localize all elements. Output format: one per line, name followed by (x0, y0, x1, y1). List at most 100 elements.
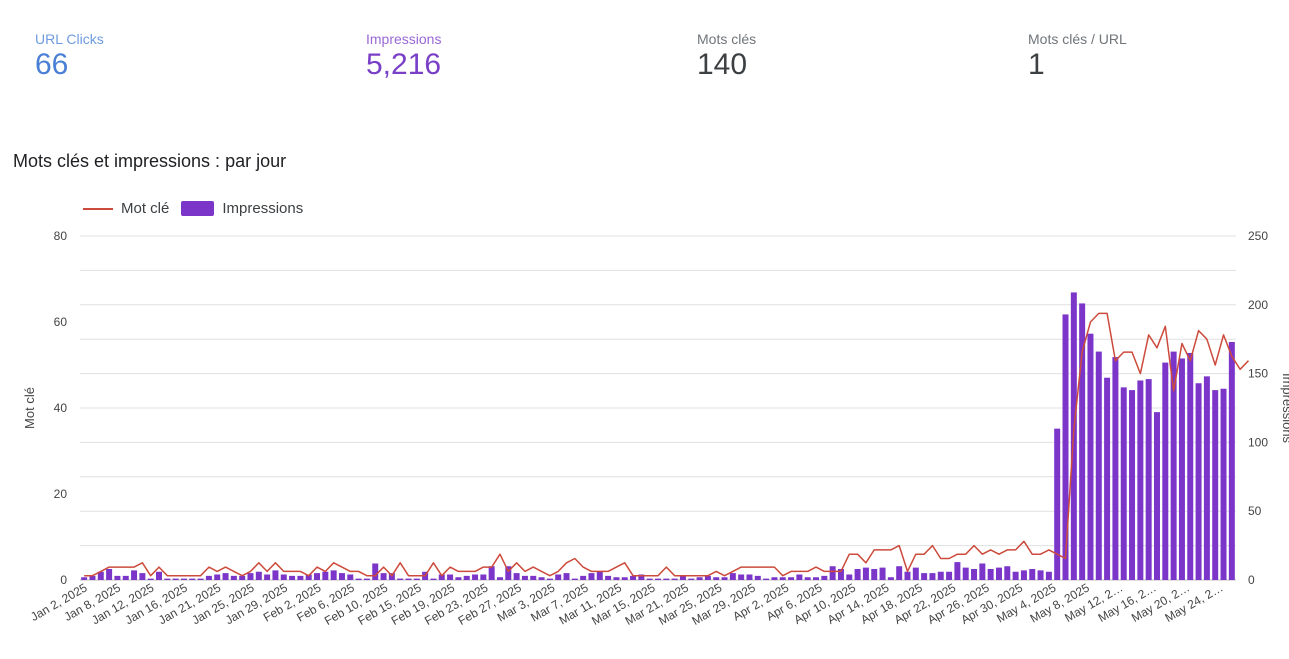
kpi-label: Mots clés (697, 31, 757, 47)
impressions-bar (180, 578, 187, 580)
impressions-bar (1037, 570, 1044, 580)
impressions-bar (713, 577, 720, 580)
impressions-bar (1162, 362, 1169, 580)
impressions-bar (1195, 383, 1202, 580)
y2-tick-label: 100 (1248, 435, 1268, 449)
impressions-bar (447, 574, 454, 580)
impressions-bar (729, 573, 736, 580)
impressions-bar (754, 575, 761, 580)
impressions-bar (1020, 570, 1027, 580)
impressions-bar (297, 575, 304, 580)
impressions-bar (1228, 341, 1235, 580)
impressions-bar (638, 574, 645, 580)
impressions-bar (663, 578, 670, 580)
impressions-bar (264, 574, 271, 580)
impressions-bar (205, 575, 212, 580)
impressions-bar (979, 563, 986, 580)
impressions-bar (954, 562, 961, 580)
impressions-bar (588, 573, 595, 580)
impressions-bar (496, 577, 503, 580)
impressions-bar (696, 577, 703, 580)
impressions-bar (305, 574, 312, 580)
impressions-bar (89, 575, 96, 580)
impressions-bar (580, 575, 587, 580)
impressions-bar (896, 566, 903, 580)
impressions-bar (879, 567, 886, 580)
impressions-bar (704, 575, 711, 580)
impressions-bar (605, 575, 612, 580)
y2-tick-label: 250 (1248, 229, 1268, 243)
impressions-bar (230, 575, 237, 580)
impressions-bar (289, 575, 296, 580)
impressions-bar (846, 574, 853, 580)
impressions-bar (247, 573, 254, 580)
kpi-label: Impressions (366, 31, 442, 47)
impressions-bar (139, 573, 146, 580)
impressions-bar (1145, 379, 1152, 580)
impressions-bar (929, 573, 936, 580)
impressions-bar (131, 570, 138, 580)
impressions-bar (546, 578, 553, 580)
impressions-bar (788, 577, 795, 580)
impressions-bar (854, 568, 861, 580)
impressions-bar (921, 573, 928, 580)
impressions-bar (530, 575, 537, 580)
impressions-bar (971, 568, 978, 580)
impressions-bar (280, 574, 287, 580)
y2-tick-label: 50 (1248, 504, 1262, 518)
impressions-bar (563, 573, 570, 580)
impressions-bar (804, 577, 811, 580)
impressions-bar (122, 575, 129, 580)
impressions-bar (164, 578, 171, 580)
y-tick-label: 0 (60, 573, 67, 587)
impressions-bar (771, 577, 778, 580)
impressions-bar (363, 578, 370, 580)
impressions-bar (1079, 303, 1086, 580)
impressions-bar (338, 573, 345, 580)
impressions-bar (214, 574, 221, 580)
impressions-bar (480, 574, 487, 580)
y-tick-label: 60 (54, 315, 68, 329)
impressions-bar (1062, 314, 1069, 580)
impressions-bar (1129, 390, 1136, 580)
impressions-bar (1153, 412, 1160, 580)
impressions-bar (322, 571, 329, 580)
kpi-value: 66 (35, 48, 69, 81)
y2-tick-label: 150 (1248, 367, 1268, 381)
impressions-bar (679, 575, 686, 580)
impressions-bar (1120, 387, 1127, 580)
impressions-bar (596, 571, 603, 580)
impressions-bar (372, 563, 379, 580)
impressions-bar (738, 574, 745, 580)
impressions-bar (488, 566, 495, 580)
impressions-bar (330, 570, 337, 580)
impressions-bar (912, 567, 919, 580)
impressions-bar (871, 568, 878, 580)
impressions-bar (1012, 571, 1019, 580)
legend-label-impressions[interactable]: Impressions (222, 200, 304, 217)
impressions-bar (97, 571, 104, 580)
impressions-bar (1203, 376, 1210, 580)
impressions-bar (239, 575, 246, 580)
impressions-bar (106, 568, 113, 580)
kpi-label: URL Clicks (35, 31, 104, 47)
impressions-bar (388, 573, 395, 580)
impressions-bar (763, 578, 770, 580)
impressions-bar (147, 578, 154, 580)
legend-bar-swatch (181, 201, 215, 216)
chart-legend[interactable]: Mot clé Impressions (83, 200, 303, 217)
kpi-keywords-per-url: Mots clés / URL 1 (1028, 30, 1289, 82)
impressions-bar (189, 578, 196, 580)
impressions-bar (862, 567, 869, 580)
impressions-bar (821, 575, 828, 580)
impressions-bar (405, 578, 412, 580)
impressions-bar (995, 567, 1002, 580)
impressions-bar (671, 578, 678, 580)
impressions-bar (505, 566, 512, 580)
impressions-bar (314, 573, 321, 580)
legend-label-keyword[interactable]: Mot clé (121, 200, 170, 217)
impressions-bar (1112, 357, 1119, 580)
impressions-bar (538, 577, 545, 580)
impressions-bar (646, 578, 653, 580)
impressions-bar (946, 571, 953, 580)
